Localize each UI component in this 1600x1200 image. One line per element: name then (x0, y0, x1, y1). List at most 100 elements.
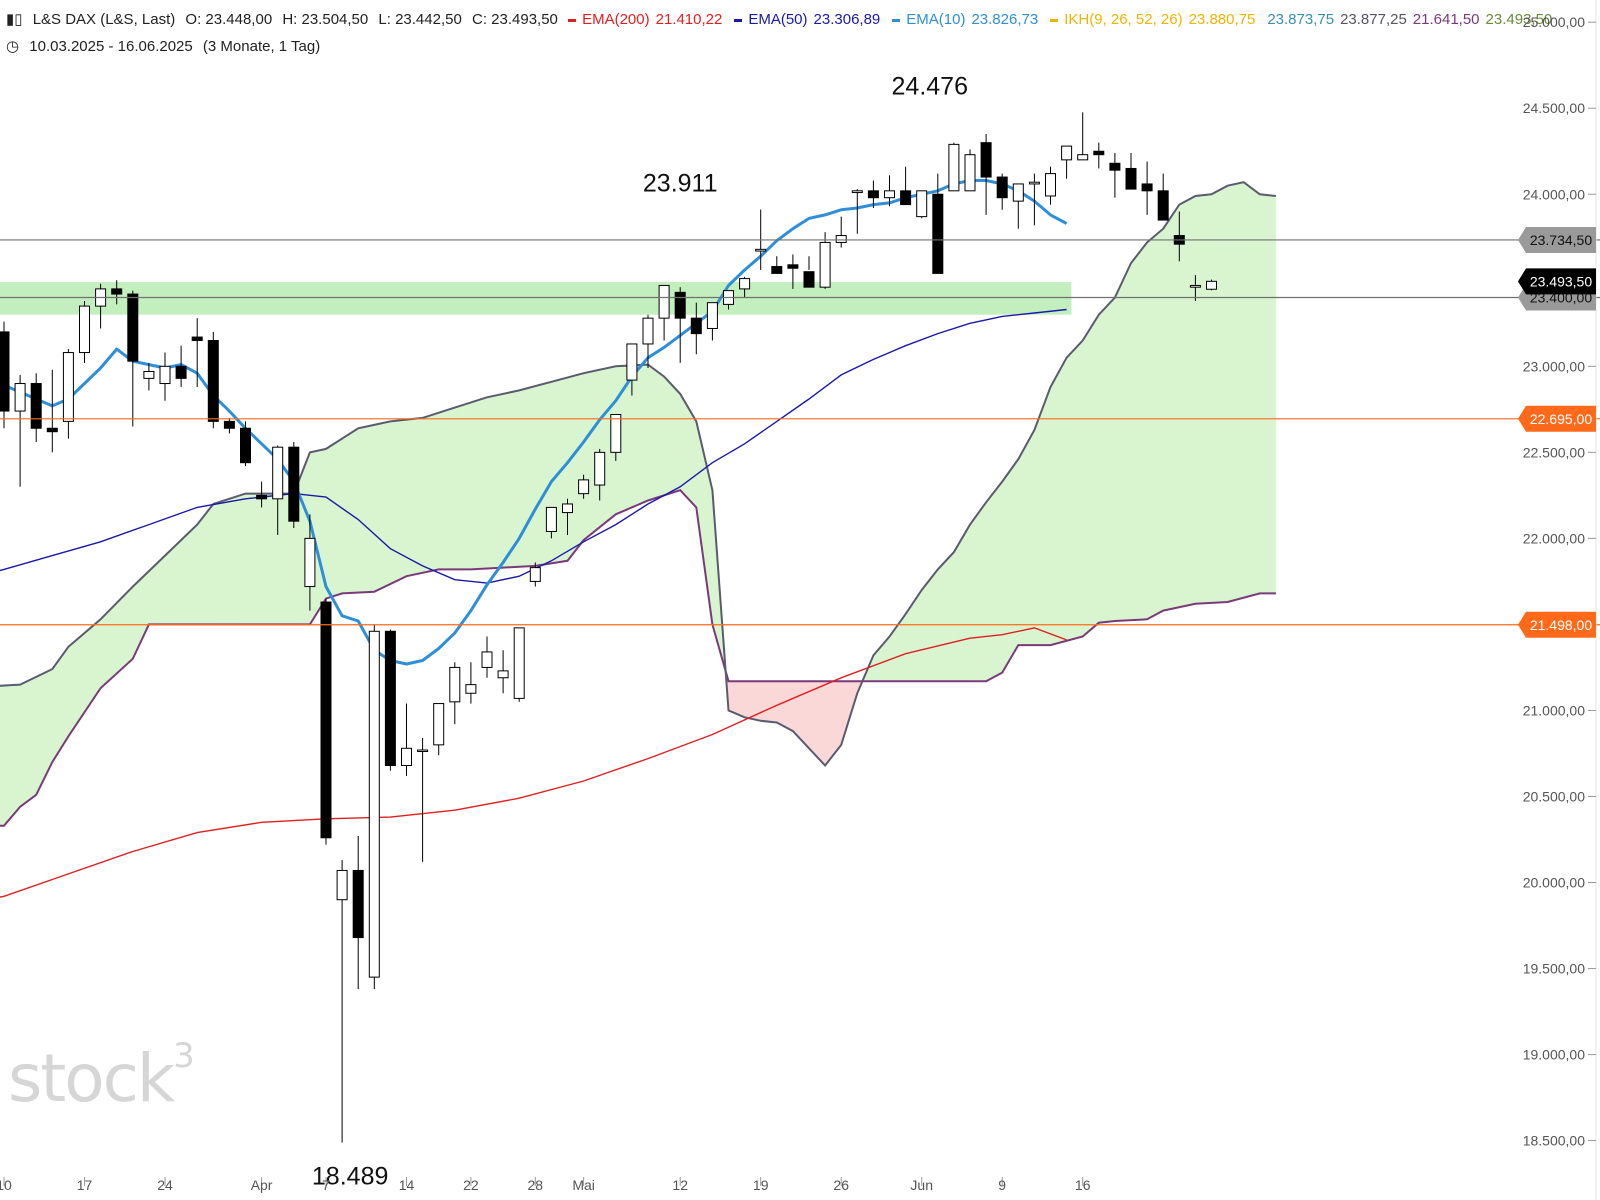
candle-body (1125, 167, 1137, 190)
ichimoku-cloud-segment (1022, 444, 1027, 646)
ichimoku-cloud-segment (104, 610, 109, 686)
ichimoku-cloud-segment (208, 503, 214, 625)
legend-name: EMA(50) (748, 11, 808, 28)
ichimoku-cloud-segment (406, 418, 411, 577)
ichimoku-cloud-segment (929, 573, 935, 682)
ichimoku-cloud-segment (1062, 357, 1067, 643)
ichimoku-cloud-segment (156, 558, 162, 625)
candle-body (1093, 150, 1105, 156)
ichimoku-cloud-segment (1247, 184, 1253, 598)
indicator-legend[interactable]: EMA(200) 21.410,22 EMA(50) 23.306,89 EMA(10)… (568, 11, 1558, 28)
ichimoku-cloud-segment (969, 518, 975, 682)
ichimoku-cloud-segment (583, 371, 588, 541)
candle-body (642, 317, 654, 345)
ichimoku-cloud-segment (72, 639, 77, 732)
ichimoku-cloud-segment (68, 642, 73, 738)
date-range: 10.03.2025 - 16.06.2025 (29, 38, 193, 55)
ichimoku-cloud-segment (96, 618, 101, 696)
candle-body (867, 190, 879, 199)
ichimoku-cloud-segment (249, 493, 254, 625)
level-tag (1518, 405, 1596, 432)
level-tag (1518, 611, 1596, 638)
ichimoku-cloud-segment (237, 494, 242, 625)
ichimoku-cloud-segment (925, 578, 931, 682)
ichimoku-cloud-segment (140, 574, 146, 642)
ichimoku-cloud-segment (1013, 458, 1019, 654)
candle-body (884, 190, 895, 199)
legend-swatch (892, 18, 901, 22)
ichimoku-cloud-segment (1211, 191, 1216, 604)
ichimoku-cloud-segment (80, 632, 85, 720)
ichimoku-cloud-segment (1005, 469, 1011, 667)
ichimoku-cloud-segment (1070, 348, 1075, 641)
legend-name: IKH(9, 26, 52, 26) (1064, 11, 1183, 28)
ichimoku-cloud-segment (1046, 386, 1051, 646)
ichimoku-cloud-segment (422, 416, 427, 574)
ichimoku-cloud-segment (1174, 203, 1180, 609)
ichimoku-cloud-segment (917, 589, 923, 682)
ichimoku-cloud-segment (551, 380, 556, 564)
candle-body (739, 278, 751, 290)
ichimoku-cloud-segment (498, 393, 504, 569)
ichimoku-cloud-segment (1251, 187, 1257, 596)
ichimoku-cloud-segment (1166, 215, 1172, 611)
ichimoku-cloud-segment (510, 390, 516, 568)
ichimoku-cloud-segment (1102, 305, 1108, 623)
legend-item-0[interactable]: EMA(200) 21.410,22 (568, 11, 728, 28)
ichimoku-cloud-segment (482, 396, 488, 570)
ichimoku-cloud-segment (567, 376, 572, 562)
candle-body (1045, 173, 1056, 197)
ichimoku-cloud-segment (1235, 182, 1240, 601)
ichimoku-cloud-segment (454, 405, 460, 570)
ichimoku-cloud-segment (820, 680, 826, 767)
ichimoku-cloud-segment (587, 371, 592, 538)
ichimoku-cloud-segment (768, 680, 774, 723)
last-price-tag (1518, 268, 1596, 295)
ichimoku-cloud-segment (152, 562, 158, 625)
candle-body (159, 365, 171, 385)
candle-body (433, 703, 445, 746)
ichimoku-cloud-segment (732, 680, 737, 715)
candle-body (175, 365, 187, 379)
ema200-line (0, 627, 1067, 898)
candle-body (79, 305, 90, 354)
legend-name: EMA(10) (906, 11, 966, 28)
ichimoku-cloud-segment (92, 622, 97, 702)
ichimoku-cloud-segment (812, 680, 818, 758)
candle-body (14, 383, 26, 412)
ichimoku-cloud-segment (120, 593, 126, 671)
x-tick-label: Mai (572, 1177, 595, 1193)
ichimoku-cloud-segment (470, 400, 476, 570)
ichimoku-cloud-segment (200, 513, 206, 625)
ichimoku-cloud-segment (1126, 262, 1132, 621)
candle-body (1206, 280, 1217, 290)
candle-body (948, 143, 960, 192)
candle-body (46, 427, 58, 433)
candlestick-icon[interactable]: ▮▯ (6, 11, 23, 28)
legend-item-2[interactable]: EMA(10) 23.826,73 (892, 11, 1044, 28)
ichimoku-cloud-segment (905, 607, 910, 682)
ichimoku-cloud-segment (788, 680, 794, 732)
ichimoku-cloud-segment (213, 502, 218, 625)
ohlc-close: C: 23.493,50 (472, 11, 558, 28)
ichimoku-cloud-segment (1042, 397, 1047, 646)
ichimoku-cloud-segment (1130, 257, 1136, 621)
stock3-watermark: stock3 (8, 1036, 195, 1117)
ichimoku-cloud-segment (748, 680, 753, 720)
ichimoku-cloud-segment (744, 680, 749, 719)
ichimoku-cloud-segment (949, 551, 955, 682)
ichimoku-cloud-segment (599, 368, 605, 528)
ichimoku-cloud-segment (478, 398, 484, 570)
candle-body (1157, 190, 1169, 221)
legend-item-1[interactable]: EMA(50) 23.306,89 (734, 11, 886, 28)
candle-body (207, 340, 219, 422)
ichimoku-cloud-segment (671, 384, 677, 494)
ichimoku-cloud-segment (1026, 437, 1031, 646)
ichimoku-cloud-segment (776, 680, 782, 726)
legend-item-3[interactable]: IKH(9, 26, 52, 26) 23.880,75 (1050, 11, 1261, 28)
ichimoku-cloud-segment (1118, 280, 1124, 622)
ichimoku-cloud-segment (691, 413, 697, 509)
instrument-name[interactable]: L&S DAX (L&S, Last) (32, 11, 176, 28)
ichimoku-cloud-segment (1239, 181, 1244, 600)
